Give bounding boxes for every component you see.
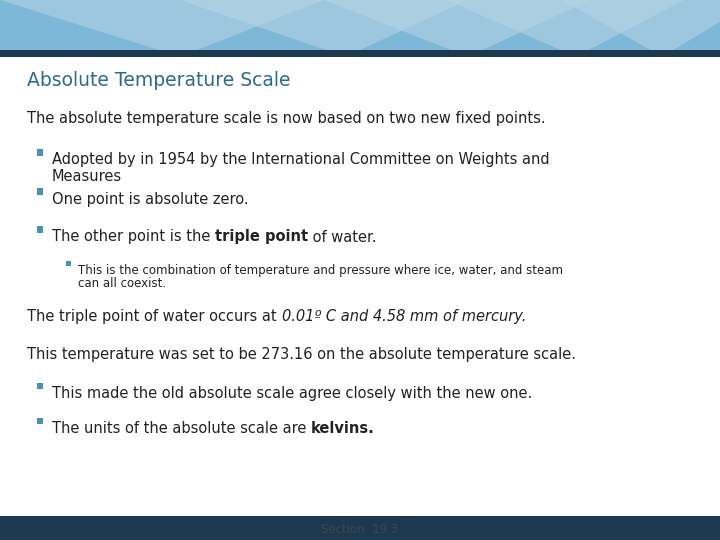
Bar — [37, 418, 43, 424]
Bar — [0, 516, 720, 540]
Text: triple point: triple point — [215, 230, 308, 245]
Bar — [37, 226, 43, 233]
Text: The absolute temperature scale is now based on two new fixed points.: The absolute temperature scale is now ba… — [27, 111, 546, 126]
Bar — [37, 149, 43, 156]
Text: kelvins.: kelvins. — [311, 421, 374, 436]
Bar — [0, 50, 720, 57]
Polygon shape — [324, 0, 590, 57]
Text: 0.01º C and 4.58 mm of mercury.: 0.01º C and 4.58 mm of mercury. — [282, 309, 526, 324]
Bar — [37, 188, 43, 195]
Polygon shape — [0, 0, 324, 57]
Text: Section  19.3: Section 19.3 — [321, 523, 399, 536]
Bar — [0, 57, 720, 516]
Bar — [66, 261, 71, 266]
Bar — [0, 0, 720, 57]
Polygon shape — [446, 0, 684, 57]
Polygon shape — [180, 0, 468, 57]
Text: One point is absolute zero.: One point is absolute zero. — [52, 192, 248, 207]
Text: can all coexist.: can all coexist. — [78, 276, 166, 289]
Text: This made the old absolute scale agree closely with the new one.: This made the old absolute scale agree c… — [52, 386, 532, 401]
Text: This is the combination of temperature and pressure where ice, water, and steam: This is the combination of temperature a… — [78, 264, 563, 276]
Text: of water.: of water. — [308, 230, 377, 245]
Text: The units of the absolute scale are: The units of the absolute scale are — [52, 421, 311, 436]
Text: This temperature was set to be 273.16 on the absolute temperature scale.: This temperature was set to be 273.16 on… — [27, 347, 577, 362]
Bar — [37, 383, 43, 389]
Text: Absolute Temperature Scale: Absolute Temperature Scale — [27, 71, 291, 91]
Text: Measures: Measures — [52, 168, 122, 184]
Text: Adopted by in 1954 by the International Committee on Weights and: Adopted by in 1954 by the International … — [52, 152, 549, 167]
Polygon shape — [562, 0, 720, 57]
Text: The triple point of water occurs at: The triple point of water occurs at — [27, 309, 282, 324]
Text: The other point is the: The other point is the — [52, 230, 215, 245]
